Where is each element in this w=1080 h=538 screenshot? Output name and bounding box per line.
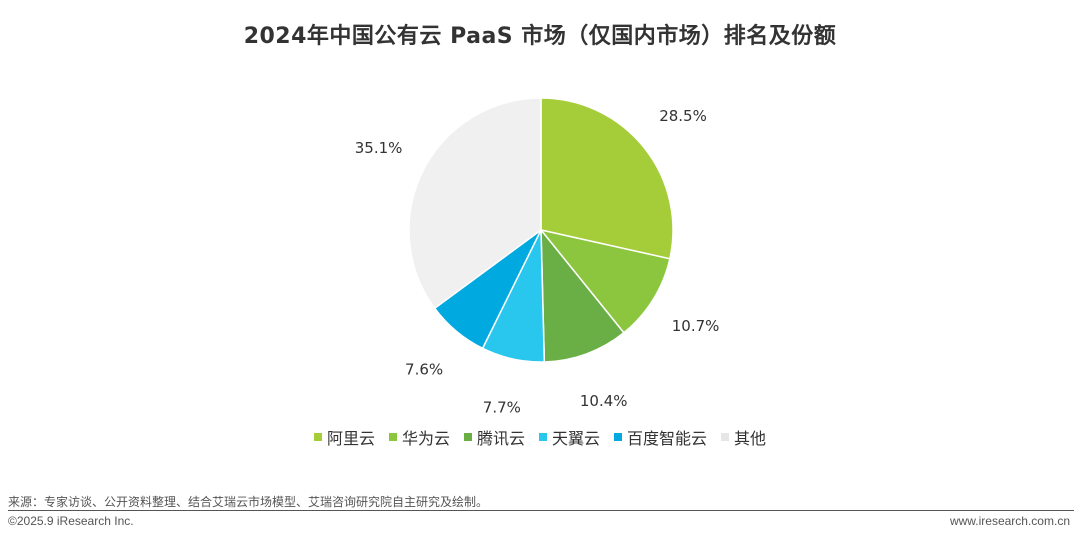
pie-slice-2 (539, 228, 671, 334)
footer-divider (8, 510, 1074, 511)
legend-item-5: 百度智能云 (614, 425, 707, 449)
legend-swatch-icon (388, 433, 397, 441)
legend-item-1: 阿里云 (313, 425, 375, 449)
slice-value-label-2: 10.7% (672, 317, 720, 335)
legend-label: 天翼云 (552, 429, 601, 448)
slice-value-label-4: 7.7% (483, 399, 521, 417)
legend-item-6: 其他 (721, 425, 766, 449)
legend: 阿里云 华为云 腾讯云 天翼云 百度智能云 其他 (0, 425, 1080, 449)
legend-swatch-icon (539, 433, 547, 441)
legend-swatch-icon (721, 433, 730, 441)
legend-label: 腾讯云 (476, 429, 525, 448)
chart-title: 2024年中国公有云 PaaS 市场（仅国内市场）排名及份额 (243, 24, 837, 49)
legend-swatch-icon (614, 433, 623, 441)
pie-chart: 28.5% 10.7% 10.4% 7.7% 7.6% 35.1% (355, 97, 720, 417)
copyright: ©2025.9 iResearch Inc. (8, 514, 134, 528)
source-note: 来源：专家访谈、公开资料整理、结合艾瑞云市场模型、艾瑞咨询研究院自主研究及绘制。 (8, 495, 489, 509)
slice-value-label-5: 7.6% (405, 361, 443, 379)
legend-item-2: 华为云 (388, 425, 450, 449)
legend-label: 阿里云 (326, 429, 375, 448)
legend-swatch-icon (463, 433, 472, 441)
legend-item-3: 腾讯云 (463, 425, 525, 449)
pie-slice-1 (540, 97, 674, 260)
legend-item-4: 天翼云 (539, 425, 600, 449)
slice-value-label-1: 28.5% (659, 107, 707, 125)
legend-swatch-icon (313, 433, 322, 441)
pie-slice-6 (408, 97, 542, 310)
site-url: www.iresearch.com.cn (949, 514, 1070, 528)
pie-slice-3 (540, 227, 625, 363)
legend-label: 其他 (734, 429, 767, 448)
legend-label: 华为云 (401, 429, 450, 448)
slice-value-label-6: 35.1% (355, 139, 403, 157)
slice-value-label-3: 10.4% (580, 392, 628, 410)
legend-label: 百度智能云 (627, 429, 708, 448)
